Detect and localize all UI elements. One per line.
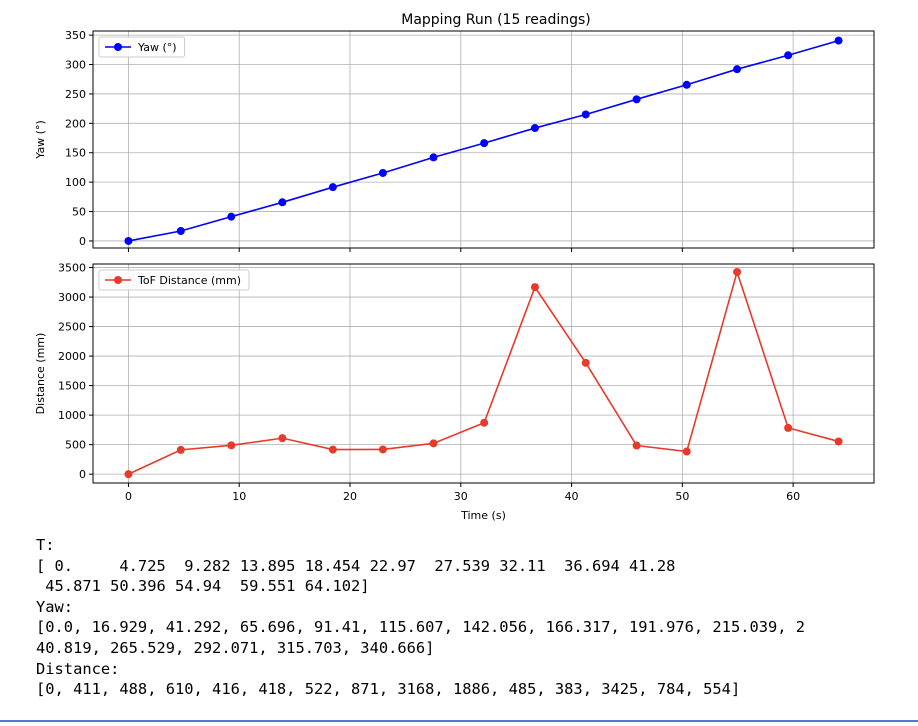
data-point [530, 283, 539, 292]
x-tick-label: 60 [786, 490, 800, 503]
legend-marker [114, 43, 122, 51]
data-point [834, 36, 843, 45]
axes-frame [92, 263, 875, 484]
y-tick-label: 2000 [58, 350, 86, 363]
output-line: 40.819, 265.529, 292.071, 315.703, 340.6… [36, 638, 435, 657]
legend: ToF Distance (mm) [98, 269, 250, 291]
data-point [378, 168, 387, 177]
y-axis-label: Yaw (°) [34, 120, 47, 160]
data-point [480, 418, 489, 427]
data-point [429, 439, 438, 448]
data-point [124, 470, 133, 479]
data-point [632, 95, 641, 104]
cell-divider [0, 720, 918, 722]
data-point [733, 267, 742, 276]
y-tick-label: 200 [65, 117, 86, 130]
data-point [176, 226, 185, 235]
y-tick-label: 0 [79, 235, 86, 248]
x-tick-label: 0 [125, 490, 132, 503]
output-line: Distance: [36, 659, 120, 678]
y-tick-label: 500 [65, 439, 86, 452]
data-point [328, 445, 337, 454]
y-tick-label: 150 [65, 147, 86, 160]
data-point [682, 80, 691, 89]
y-tick-label: 250 [65, 88, 86, 101]
data-point [278, 198, 287, 207]
legend-marker [114, 276, 122, 284]
x-tick-label: 40 [565, 490, 579, 503]
y-tick-label: 3000 [58, 291, 86, 304]
y-tick-label: 300 [65, 59, 86, 72]
figure: Mapping Run (15 readings) 05010015020025… [34, 12, 875, 522]
data-point [227, 441, 236, 450]
legend-label: Yaw (°) [137, 41, 177, 54]
output-line: [0.0, 16.929, 41.292, 65.696, 91.41, 115… [36, 618, 806, 637]
data-point [581, 358, 590, 367]
data-point [480, 139, 489, 148]
output-text: T: [ 0. 4.725 9.282 13.895 18.454 22.97 2… [36, 535, 914, 700]
data-point [682, 447, 691, 456]
data-point [530, 124, 539, 133]
data-point [733, 65, 742, 74]
output-line: 45.871 50.396 54.94 59.551 64.102] [36, 577, 370, 596]
chart-title: Mapping Run (15 readings) [401, 12, 591, 28]
y-tick-label: 1500 [58, 380, 86, 393]
data-point [632, 441, 641, 450]
x-tick-label: 20 [343, 490, 357, 503]
legend-box [98, 269, 250, 291]
y-tick-label: 2500 [58, 321, 86, 334]
x-tick-label: 10 [232, 490, 246, 503]
yaw-panel: 0 50 100 150 200 250 300 350 Yaw (°) Yaw (°) [34, 29, 875, 252]
data-point [581, 110, 590, 119]
data-point [784, 51, 793, 60]
y-tick-label: 50 [72, 206, 86, 219]
y-tick-label: 3500 [58, 262, 86, 275]
y-tick-label: 0 [79, 468, 86, 481]
data-point [328, 183, 337, 192]
y-tick-label: 1000 [58, 409, 86, 422]
distance-panel: 0 500 1000 1500 2000 2500 3000 3500 0 10 20 30 40 50 6… [34, 262, 875, 522]
y-tick-label: 350 [65, 29, 86, 42]
data-point [124, 236, 133, 245]
data-point [429, 153, 438, 162]
data-point [834, 437, 843, 446]
output-line: [0, 411, 488, 610, 416, 418, 522, 871, 3… [36, 680, 741, 699]
data-point [378, 445, 387, 454]
x-tick-label: 50 [675, 490, 689, 503]
data-point [227, 212, 236, 221]
output-line: [ 0. 4.725 9.282 13.895 18.454 22.97 27.… [36, 556, 676, 575]
data-point [176, 445, 185, 454]
data-point [784, 423, 793, 432]
legend: Yaw (°) [98, 36, 186, 58]
y-tick-label: 100 [65, 176, 86, 189]
x-axis-label: Time (s) [460, 509, 506, 522]
y-axis-label: Distance (mm) [34, 333, 47, 415]
output-line: T: [36, 536, 55, 554]
legend-label: ToF Distance (mm) [137, 274, 241, 287]
output-line: Yaw: [36, 597, 74, 616]
x-tick-label: 30 [454, 490, 468, 503]
legend-box [98, 36, 186, 58]
data-point [278, 434, 287, 443]
axes-frame [92, 30, 875, 249]
